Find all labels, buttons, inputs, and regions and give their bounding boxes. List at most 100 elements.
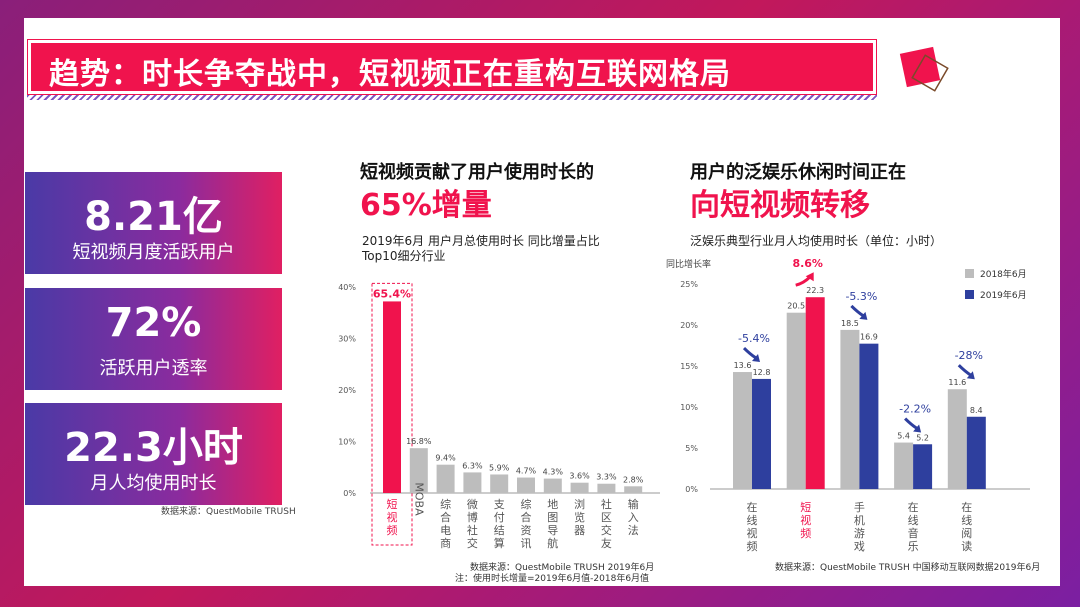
- x-tick-label: MOBA: [412, 482, 425, 516]
- y-tick-label: 0%: [343, 489, 356, 498]
- y-tick-label: 10%: [338, 438, 356, 447]
- arrow-down-icon: [957, 364, 975, 380]
- arrow-down-icon: [904, 417, 922, 433]
- data-label: 5.2: [916, 433, 929, 442]
- bar: [966, 416, 986, 489]
- data-label: 9.4%: [435, 454, 456, 463]
- kpi-value: 22.3小时: [64, 425, 243, 471]
- y-tick-label: 40%: [338, 283, 356, 292]
- data-label: 5.9%: [489, 463, 510, 472]
- kpi-value: 8.21亿: [84, 194, 223, 240]
- bar: [436, 464, 455, 493]
- growth-label: 8.6%: [792, 257, 823, 270]
- page-title: 趋势：时长争夺战中，短视频正在重构互联网格局: [49, 57, 731, 92]
- growth-label: -28%: [955, 349, 983, 362]
- logo-icon: [899, 46, 949, 92]
- chart2-highlight-heading: 向短视频转移: [690, 188, 870, 223]
- x-tick-label: 地图导航: [547, 498, 558, 550]
- legend-label: 2018年6月: [980, 268, 1027, 280]
- data-label: 11.6: [948, 378, 966, 387]
- kpi-label: 月人均使用时长: [90, 473, 217, 494]
- x-tick-label: 浏览器: [574, 497, 585, 537]
- x-tick-label: 在线视频: [747, 501, 758, 553]
- chart1-heading: 短视频贡献了用户使用时长的: [360, 162, 594, 183]
- x-tick-label: 微博社交: [467, 497, 478, 550]
- kpi-value: 72%: [105, 300, 202, 346]
- chart2-usage-comparison: 同比增长率25%20%15%10%5%0%2018年6月2019年6月13.61…: [666, 257, 1030, 553]
- data-label: 65.4%: [373, 287, 411, 300]
- bar: [894, 442, 914, 489]
- y-axis-title: 同比增长率: [666, 258, 711, 270]
- x-tick-label: 手机游戏: [854, 500, 865, 553]
- bar: [947, 389, 967, 489]
- bar: [752, 378, 771, 489]
- data-label: 13.6: [734, 361, 752, 370]
- chart1-source: 数据来源：QuestMobile TRUSH 2019年6月: [470, 563, 655, 573]
- kpi-card-usage-time: 22.3小时 月人均使用时长: [25, 403, 282, 505]
- bar: [543, 478, 562, 493]
- x-tick-label: 社区交友: [601, 497, 612, 550]
- bar: [490, 474, 509, 493]
- arrow-up-icon: [795, 272, 814, 287]
- chart1-footnote: 注：使用时长增量=2019年6月值-2018年6月值: [455, 574, 650, 584]
- legend-swatch: [965, 269, 974, 278]
- data-label: 16.8%: [406, 437, 432, 446]
- growth-label: -5.4%: [738, 332, 770, 345]
- data-label: 2.8%: [623, 475, 644, 484]
- x-tick-label: 在线音乐: [908, 501, 919, 553]
- x-tick-label: 短视频: [387, 497, 398, 537]
- highlight-box: [371, 282, 413, 546]
- y-tick-label: 15%: [680, 362, 698, 371]
- x-tick-label: 在线阅读: [961, 501, 972, 553]
- y-tick-label: 25%: [680, 280, 698, 289]
- bar: [409, 448, 428, 493]
- chart2-source: 数据来源：QuestMobile TRUSH 中国移动互联网数据2019年6月: [775, 563, 1041, 573]
- x-tick-label: 短视频: [800, 500, 811, 540]
- data-label: 4.7%: [516, 467, 537, 476]
- growth-label: -5.3%: [845, 290, 877, 303]
- title-bar: 趋势：时长争夺战中，短视频正在重构互联网格局: [27, 40, 877, 100]
- arrow-down-icon: [850, 304, 868, 320]
- bar: [913, 444, 933, 489]
- data-label: 12.8: [753, 368, 771, 377]
- x-tick-label: 支付结算: [494, 498, 505, 550]
- kpi-card-penetration: 72% 活跃用户透率: [25, 288, 282, 390]
- chart1-subtitle-line2: Top10细分行业: [362, 249, 446, 263]
- data-label: 16.9: [860, 333, 878, 342]
- data-label: 3.3%: [596, 473, 617, 482]
- y-tick-label: 20%: [680, 321, 698, 330]
- chart1-subtitle-line1: 2019年6月 用户月总使用时长 同比增量占比: [362, 234, 600, 248]
- bar: [517, 477, 535, 493]
- bar: [805, 297, 825, 489]
- y-tick-label: 10%: [680, 403, 698, 412]
- kpi-label: 活跃用户透率: [99, 358, 208, 379]
- y-tick-label: 0%: [685, 485, 698, 494]
- x-tick-label: 综合电商: [440, 497, 451, 550]
- bar: [786, 312, 806, 489]
- x-tick-label: 综合资讯: [521, 497, 532, 550]
- kpi-card-mau: 8.21亿 短视频月度活跃用户: [25, 172, 282, 274]
- bar: [570, 482, 589, 493]
- data-label: 22.3: [806, 286, 824, 295]
- data-label: 20.5: [787, 302, 805, 311]
- legend-swatch: [965, 290, 974, 299]
- bar: [463, 472, 482, 493]
- chart2-heading: 用户的泛娱乐休闲时间正在: [690, 162, 906, 183]
- data-label: 3.6%: [569, 472, 590, 481]
- bar: [383, 301, 401, 493]
- growth-label: -2.2%: [899, 403, 931, 416]
- kpi-label: 短视频月度活跃用户: [72, 242, 235, 263]
- data-label: 5.4: [897, 432, 910, 441]
- legend-label: 2019年6月: [980, 289, 1027, 301]
- chart1-highlight-heading: 65%增量: [360, 188, 492, 223]
- data-label: 4.3%: [543, 468, 564, 477]
- y-tick-label: 30%: [338, 335, 356, 344]
- x-tick-label: 输入法: [628, 497, 639, 537]
- title-stripe: [27, 95, 877, 100]
- chart2-subtitle: 泛娱乐典型行业月人均使用时长（单位：小时）: [690, 234, 943, 248]
- arrow-down-icon: [742, 346, 760, 363]
- data-label: 8.4: [970, 406, 983, 415]
- bar: [624, 486, 643, 493]
- bar: [840, 329, 860, 489]
- bar: [733, 372, 752, 489]
